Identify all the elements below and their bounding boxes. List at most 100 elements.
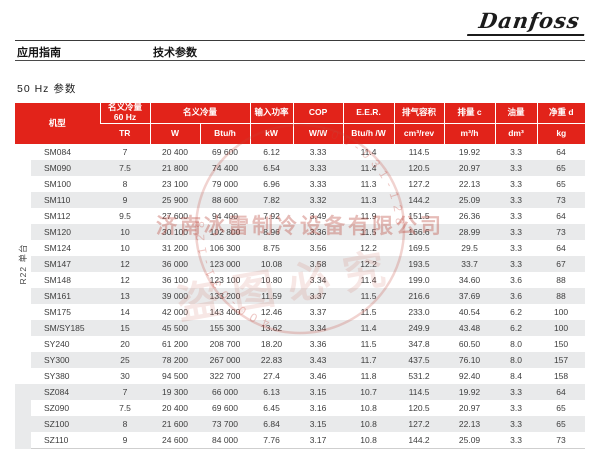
table-row: SM124 10 31 200 106 300 8.75 3.56 12.2 169.5 29.…: [15, 240, 585, 256]
table-row: SM120 10 30 100 102 800 8.96 3.36 11.5 166.6 28.…: [15, 224, 586, 240]
cell-vol: 166.6: [394, 224, 445, 240]
cell-model: SM120: [31, 224, 101, 240]
cell-model: SM/SY185: [31, 320, 101, 336]
cell-tr: 7.5: [100, 160, 151, 176]
cell-w: 20 400: [162, 403, 189, 413]
cell-btuh: 322 700: [209, 371, 241, 381]
cell-oil: 3.6: [510, 275, 522, 285]
cell-eer: 11.5: [360, 339, 377, 349]
cell-disp: 40.54: [458, 307, 481, 317]
cell-w: 36 100: [162, 275, 189, 285]
cell-model: SM147: [31, 256, 101, 272]
cell-model: SZ084: [31, 384, 101, 400]
cell-btuh: 69 600: [212, 147, 239, 157]
cell-kg: 150: [553, 339, 569, 349]
cell-cop: 3.32: [293, 192, 344, 208]
unit-dm3: dm³: [494, 123, 538, 144]
cell-kw: 10.08: [250, 256, 294, 272]
table-row: SZ110 9 24 600 84 000 7.76 3.17 10.8 144.2 25.09…: [15, 432, 586, 449]
cell-btuh: 123 100: [209, 275, 241, 285]
cell-btuh: 69 600: [212, 403, 239, 413]
cell-oil: 3.3: [495, 160, 538, 176]
cell-w: 39 000: [150, 288, 201, 304]
cell-disp: 25.09: [444, 432, 496, 449]
cell-oil: 8.0: [495, 352, 538, 368]
cell-cop: 3.15: [293, 416, 344, 432]
cell-model: SZ090: [44, 403, 70, 413]
cell-vol: 120.5: [394, 160, 445, 176]
group-strip-sz: [15, 384, 31, 449]
cell-tr: 14: [120, 307, 130, 317]
cell-kw: 22.83: [250, 352, 294, 368]
cell-tr: 8: [100, 416, 151, 432]
cell-kg: 65: [556, 179, 566, 189]
cell-kw: 6.96: [263, 179, 280, 189]
unit-btuhw: Btu/h /W: [342, 123, 395, 144]
table-row: SM161 13 39 000 133 200 11.59 3.37 11.5 216.6 37…: [15, 288, 586, 304]
cell-eer: 12.2: [343, 256, 395, 272]
cell-btuh: 79 000: [212, 179, 239, 189]
cell-oil: 3.3: [495, 256, 538, 272]
cell-kg: 64: [537, 384, 586, 400]
cell-eer: 10.7: [343, 384, 395, 400]
cell-eer: 11.4: [360, 147, 377, 157]
col-header-oil: 油量: [494, 103, 538, 124]
cell-disp: 28.99: [444, 224, 496, 240]
cell-oil: 3.3: [510, 243, 522, 253]
cell-cop: 3.37: [309, 307, 327, 317]
cell-kw: 7.76: [250, 432, 294, 449]
cell-tr: 7.5: [119, 403, 131, 413]
cell-tr: 7: [100, 384, 151, 400]
cell-eer: 12.2: [360, 243, 377, 253]
cell-kg: 67: [537, 256, 586, 272]
cell-kg: 88: [556, 275, 566, 285]
table-row: SM100 8 23 100 79 000 6.96 3.33 11.3 127.2 22.13…: [15, 176, 585, 192]
cell-kg: 157: [537, 352, 586, 368]
group-strip-r22: R22 单台: [15, 144, 31, 384]
cell-kw: 27.4: [263, 371, 280, 381]
cell-btuh: 208 700: [209, 339, 241, 349]
cell-eer: 11.4: [343, 320, 395, 336]
cell-cop: 3.34: [293, 320, 344, 336]
group-label-r22: R22 单台: [18, 243, 28, 285]
table-row: SM175 14 42 000 143 400 12.46 3.37 11.5 233.0 40…: [15, 304, 585, 320]
cell-w: 94 500: [162, 371, 189, 381]
unit-cm3rev: cm³/rev: [393, 123, 445, 144]
cell-cop: 3.15: [293, 384, 344, 400]
cell-kg: 64: [556, 243, 566, 253]
cell-cop: 3.37: [293, 288, 344, 304]
cell-vol: 114.5: [408, 147, 430, 157]
cell-vol: 151.5: [408, 211, 430, 221]
cell-disp: 19.92: [444, 384, 496, 400]
table-row: SM090 7.5 21 800 74 400 6.54 3.33 11.4 120.5 20.…: [15, 160, 586, 176]
col-header-swept-volume: 排气容积: [393, 103, 445, 124]
cell-btuh: 106 300: [209, 243, 241, 253]
table-row: SM112 9.5 27 600 94 400 7.92 3.49 11.9 151.5 26.…: [15, 208, 585, 224]
cell-cop: 3.36: [309, 339, 327, 349]
cell-btuh: 94 400: [212, 211, 239, 221]
cell-cop: 3.17: [293, 432, 344, 449]
cell-vol: 120.5: [408, 403, 430, 413]
cell-vol: 531.2: [408, 371, 430, 381]
danfoss-logo: Danfoss: [467, 8, 588, 36]
cell-vol: 347.8: [408, 339, 430, 349]
cell-disp: 22.13: [444, 416, 496, 432]
cell-cop: 3.16: [309, 403, 327, 413]
cell-kg: 158: [553, 371, 569, 381]
cell-cop: 3.33: [309, 179, 327, 189]
cell-tr: 9.5: [119, 211, 131, 221]
cell-tr: 12: [100, 256, 151, 272]
capacity-60hz-line2: 60 Hz: [113, 112, 137, 122]
cell-kg: 65: [556, 403, 566, 413]
cell-cop: 3.58: [293, 256, 344, 272]
col-header-cop: COP: [292, 103, 344, 124]
table-row: SM110 9 25 900 88 600 7.82 3.32 11.3 144.2 25.09…: [15, 192, 586, 208]
cell-disp: 34.60: [458, 275, 481, 285]
cell-oil: 3.3: [495, 192, 538, 208]
cell-vol: 193.5: [394, 256, 445, 272]
cell-oil: 3.3: [495, 432, 538, 449]
cell-kw: 6.13: [250, 384, 294, 400]
cell-oil: 3.3: [510, 211, 522, 221]
cell-kw: 8.96: [250, 224, 294, 240]
cell-btuh: 84 000: [200, 432, 251, 449]
